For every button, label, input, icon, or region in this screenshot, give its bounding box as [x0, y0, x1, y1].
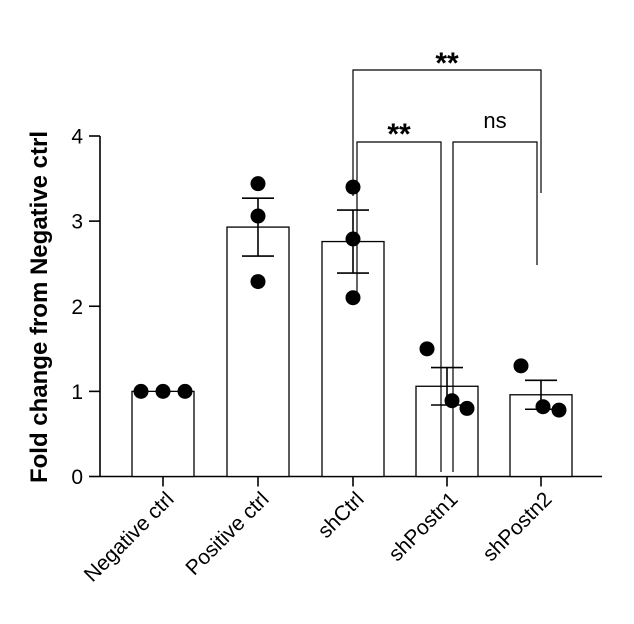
data-point [250, 176, 266, 192]
x-tick-label: shCtrl [313, 488, 368, 543]
bar [226, 226, 290, 478]
x-tick-label: shPostn2 [478, 488, 556, 566]
data-point [133, 383, 149, 399]
data-point [345, 231, 361, 247]
y-tick-label: 4 [71, 126, 83, 149]
significance-label: ns [483, 108, 506, 133]
x-axis: Negative ctrl Positive ctrl shCtrl shPostn1… [80, 475, 602, 587]
data-point [155, 383, 171, 399]
bar [321, 240, 385, 478]
data-point [551, 402, 567, 418]
data-point [535, 399, 551, 415]
significance-bracket [452, 141, 538, 472]
y-tick-label: 2 [71, 296, 83, 319]
data-point [419, 341, 435, 357]
y-axis: 0 1 2 3 4 [71, 126, 101, 489]
data-point [250, 208, 266, 224]
significance-bracket [356, 141, 442, 472]
significance-brackets: ** ns ** [352, 47, 542, 472]
significance-label: ** [387, 118, 411, 151]
data-point [177, 383, 193, 399]
significance-label: ** [435, 47, 459, 80]
bar [131, 390, 195, 478]
bars [131, 226, 573, 478]
x-tick-label: shPostn1 [384, 488, 462, 566]
y-tick-label: 3 [71, 211, 83, 234]
data-point [250, 274, 266, 290]
y-tick-label: 0 [71, 466, 83, 489]
y-axis-label: Fold change from Negative ctrl [26, 131, 53, 483]
significance-bracket [352, 69, 542, 196]
data-point [513, 358, 529, 374]
y-tick-label: 1 [71, 381, 83, 404]
data-point [444, 393, 460, 409]
data-point [459, 400, 475, 416]
x-tick-label: Positive ctrl [181, 488, 273, 580]
x-tick-label: Negative ctrl [80, 488, 179, 587]
data-point [345, 290, 361, 306]
